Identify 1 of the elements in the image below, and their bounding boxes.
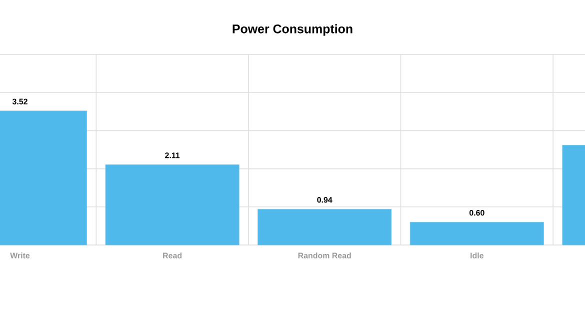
chart-title: Power Consumption bbox=[232, 24, 352, 36]
